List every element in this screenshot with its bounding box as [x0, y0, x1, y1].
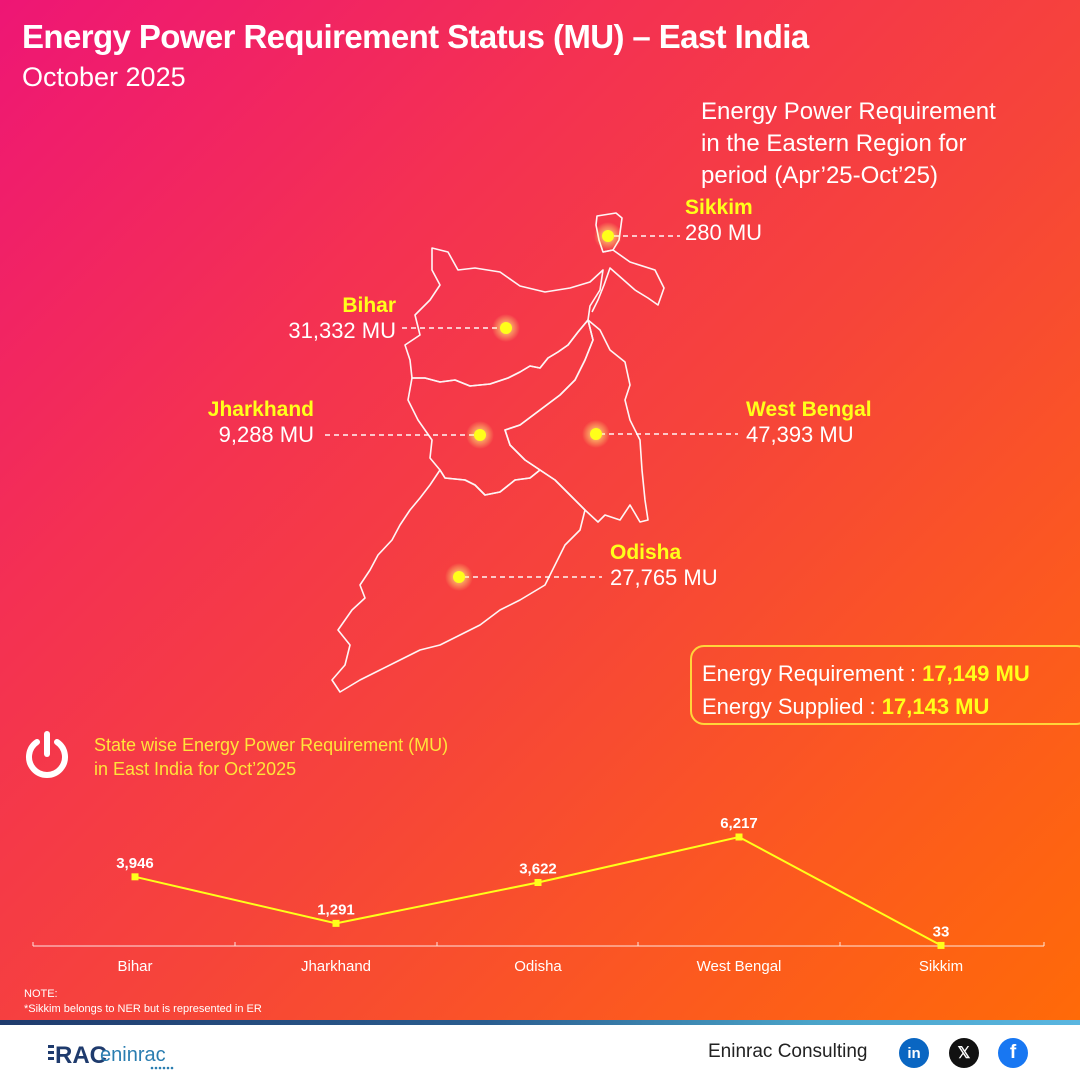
- data-value-label: 6,217: [720, 815, 758, 832]
- note-heading: NOTE:: [24, 988, 58, 1000]
- energy-summary-box: Energy Requirement : 17,149 MU Energy Su…: [690, 645, 1080, 725]
- state-value: 31,332 MU: [288, 318, 396, 343]
- facebook-icon[interactable]: f: [998, 1038, 1028, 1068]
- state-label-sikkim: Sikkim 280 MU: [685, 196, 762, 246]
- jharkhand-marker: [474, 429, 486, 441]
- east-india-map: [331, 222, 665, 693]
- west-bengal-marker: [590, 428, 602, 440]
- company-name: Eninrac Consulting: [708, 1041, 868, 1062]
- x-axis: [32, 942, 1045, 947]
- requirement-label: Energy Requirement :: [702, 661, 923, 686]
- category-labels: Bihar Jharkhand Odisha West Bengal Sikkim: [117, 958, 963, 975]
- state-value: 9,288 MU: [218, 422, 314, 447]
- state-label-jharkhand: Jharkhand 9,288 MU: [150, 398, 314, 448]
- odisha-outline: [331, 469, 586, 693]
- footnote: NOTE: *Sikkim belongs to NER but is repr…: [24, 987, 262, 1017]
- category-label: West Bengal: [697, 958, 782, 975]
- data-point: [332, 919, 340, 927]
- data-point: [937, 941, 945, 949]
- odisha-marker: [453, 571, 465, 583]
- data-value-label: 33: [933, 923, 950, 940]
- state-value: 27,765 MU: [610, 565, 718, 590]
- bihar-marker: [500, 322, 512, 334]
- data-points: [131, 833, 945, 949]
- requirement-value: 17,149 MU: [922, 661, 1030, 686]
- footer-divider: [0, 1020, 1080, 1025]
- state-label-west-bengal: West Bengal 47,393 MU: [746, 398, 872, 448]
- state-name: Sikkim: [685, 196, 753, 219]
- logo-bold-text: RAC: [55, 1042, 107, 1069]
- logo-text: eninrac: [100, 1044, 166, 1066]
- region-period-note: Energy Power Requirement in the Eastern …: [701, 96, 1061, 192]
- supplied-row: Energy Supplied : 17,143 MU: [702, 690, 1080, 723]
- page-title: Energy Power Requirement Status (MU) – E…: [22, 18, 809, 55]
- eninrac-logo[interactable]: RAC eninrac: [48, 1033, 188, 1073]
- state-label-odisha: Odisha 27,765 MU: [610, 541, 718, 591]
- region-note-line: Energy Power Requirement: [701, 98, 996, 125]
- footer: RAC eninrac Eninrac Consulting in 𝕏 f: [0, 1025, 1080, 1080]
- state-name: Jharkhand: [207, 398, 314, 421]
- state-name: Odisha: [610, 541, 682, 564]
- category-label: Sikkim: [919, 958, 963, 975]
- west-bengal-north-outline: [591, 249, 665, 313]
- data-value-label: 3,946: [116, 855, 154, 872]
- note-text: *Sikkim belongs to NER but is represente…: [24, 1003, 262, 1015]
- state-name: West Bengal: [746, 398, 872, 421]
- region-note-line: in the Eastern Region for: [701, 130, 967, 157]
- jharkhand-outline: [407, 319, 594, 496]
- state-label-bihar: Bihar 31,332 MU: [230, 294, 396, 344]
- data-value-label: 1,291: [317, 901, 355, 918]
- requirement-row: Energy Requirement : 17,149 MU: [702, 657, 1080, 690]
- data-line: [134, 835, 942, 947]
- chart-heading: State wise Energy Power Requirement (MU)…: [94, 733, 448, 781]
- data-point: [534, 878, 542, 886]
- linkedin-icon[interactable]: in: [899, 1038, 929, 1068]
- data-point: [735, 833, 743, 841]
- data-labels: 3,946 1,291 3,622 6,217 33: [116, 815, 949, 940]
- infographic-canvas: Energy Power Requirement Status (MU) – E…: [0, 0, 1080, 1022]
- data-value-label: 3,622: [519, 860, 557, 877]
- data-point: [131, 873, 139, 881]
- supplied-value: 17,143 MU: [881, 694, 990, 719]
- category-label: Odisha: [514, 958, 562, 975]
- west-bengal-outline: [504, 319, 649, 523]
- state-value: 280 MU: [685, 220, 763, 245]
- x-icon[interactable]: 𝕏: [949, 1038, 979, 1068]
- supplied-label: Energy Supplied :: [702, 694, 882, 719]
- state-value: 47,393 MU: [746, 422, 854, 447]
- state-line-chart: 3,946 1,291 3,622 6,217 33 Bihar Jharkhand Odi…: [32, 815, 1045, 975]
- category-label: Jharkhand: [301, 958, 371, 975]
- state-name: Bihar: [342, 294, 396, 317]
- sikkim-marker: [602, 230, 614, 242]
- region-note-line: period (Apr’25-Oct’25): [701, 162, 938, 189]
- category-label: Bihar: [117, 958, 152, 975]
- page-subtitle: October 2025: [22, 62, 186, 92]
- power-icon: [26, 731, 68, 778]
- chart-heading-line: in East India for Oct’2025: [94, 759, 297, 779]
- chart-heading-line: State wise Energy Power Requirement (MU): [94, 735, 449, 755]
